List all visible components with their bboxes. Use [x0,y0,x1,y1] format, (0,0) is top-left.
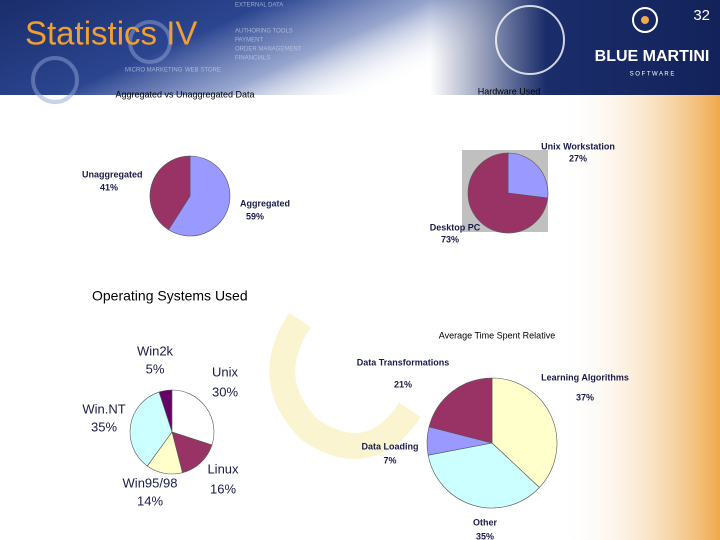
slice-value-label: 5% [146,361,165,376]
slice-value-label: 41% [100,182,118,192]
slice-label: Unix Workstation [541,141,615,151]
chart-title: Average Time Spent Relative [439,330,555,340]
slice-value-label: 59% [246,211,264,221]
slice-label: Data Transformations [357,357,450,367]
background-label: EXTERNAL DATA [235,3,283,9]
slice-label: Win95/98 [123,475,178,490]
pie-slice [129,391,173,467]
logo-olive [641,16,649,24]
background-label: MICRO MARKETING [125,68,183,74]
slice-value-label: 21% [394,379,412,389]
slice-label: Learning Algorithms [541,372,629,382]
pie-chart: Aggregated vs Unaggregated Data Aggregate… [82,89,290,237]
logo-text: BLUE MARTINI [595,48,710,65]
slice-label: Unaggregated [82,169,143,179]
slice-label: Win.NT [82,401,125,416]
slice-value-label: 37% [576,392,594,402]
slice-label: Unix [212,364,239,379]
slice-value-label: 30% [212,384,238,399]
chart-title: Hardware Used [478,86,541,96]
pie-slice [428,377,493,444]
background-label: WEB STORE [185,68,221,74]
logo-subtext: S O F T W A R E [630,72,675,78]
pie-chart: Operating Systems Used Win2k 5% Unix 30% Linu… [82,288,247,509]
pie-chart: Average Time Spent Relative Learning Algo… [357,330,629,540]
slice-label: Linux [207,461,239,476]
slice-value-label: 35% [476,531,494,540]
background-labels: EXTERNAL DATA AUTHORING TOOLS PAYMENT ORDER… [125,3,302,74]
pie-slice [168,155,231,237]
background-label: ORDER MANAGEMENT [235,47,302,53]
slice-value-label: 73% [441,234,459,244]
pie-slice [149,155,191,231]
background-label: FINANCIALS [235,56,270,62]
slice-label: Data Loading [361,441,418,451]
pie-chart: Hardware Used Unix Workstation 27% Desktop … [430,86,615,244]
banner-ornament [128,20,172,64]
slice-label: Other [473,517,498,527]
slice-label: Aggregated [240,198,290,208]
pie-slice [507,152,549,199]
orange-band [560,90,720,540]
background-label: AUTHORING TOOLS [235,29,293,35]
slice-label: Win2k [137,343,174,358]
slice-value-label: 14% [137,493,163,508]
slice-value-label: 35% [91,419,117,434]
pie-slice [171,389,215,446]
chart-title: Operating Systems Used [92,288,248,304]
banner-right [430,0,720,95]
page-number: 32 [693,7,710,24]
charts: Aggregated vs Unaggregated Data Aggregate… [82,86,629,540]
chart-title: Aggregated vs Unaggregated Data [115,89,254,99]
logo-glass [632,7,658,33]
watermark [269,312,421,459]
banner-ornament [31,56,79,104]
slice-label: Desktop PC [430,222,481,232]
slice-value-label: 7% [383,455,396,465]
slice-value-label: 27% [569,153,587,163]
slide-title: Statistics IV [25,15,197,52]
pie-slice [491,377,558,488]
pie-slice [427,442,540,509]
pie-slice [467,152,549,234]
slice-value-label: 16% [210,481,236,496]
logo-seal [495,5,565,75]
background-label: PAYMENT [235,38,263,44]
